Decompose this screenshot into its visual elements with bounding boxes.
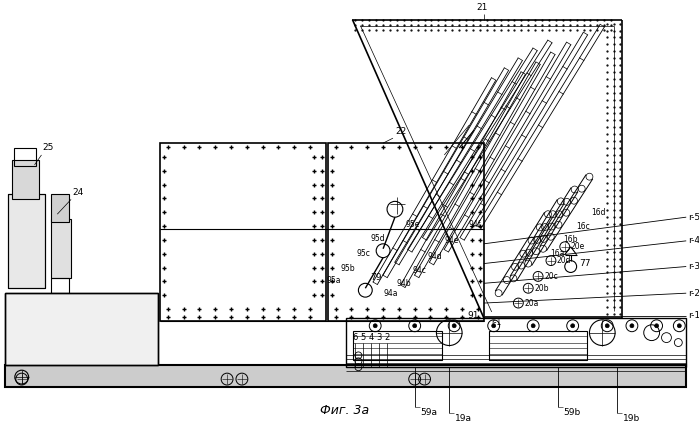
Text: 19b: 19b bbox=[623, 414, 640, 422]
Text: 94d: 94d bbox=[428, 252, 442, 261]
Bar bbox=[345, 318, 686, 367]
Circle shape bbox=[491, 324, 496, 328]
Text: 94c: 94c bbox=[412, 266, 426, 275]
Text: 19a: 19a bbox=[455, 414, 472, 422]
Text: 77: 77 bbox=[579, 259, 591, 268]
Text: Фиг. 3а: Фиг. 3а bbox=[320, 404, 369, 416]
Text: 20c: 20c bbox=[544, 272, 558, 281]
Bar bbox=[51, 195, 69, 222]
Circle shape bbox=[570, 324, 575, 328]
Text: 16c: 16c bbox=[577, 222, 591, 231]
Circle shape bbox=[605, 324, 610, 328]
Text: 24: 24 bbox=[72, 188, 83, 198]
Text: 20b: 20b bbox=[534, 284, 549, 293]
Text: 5: 5 bbox=[361, 333, 366, 342]
Bar bbox=[328, 143, 484, 321]
Circle shape bbox=[655, 324, 658, 328]
Text: r-3: r-3 bbox=[689, 262, 699, 271]
Text: 3: 3 bbox=[377, 333, 382, 342]
Text: 95e: 95e bbox=[405, 220, 419, 229]
Text: 16b: 16b bbox=[563, 235, 577, 244]
Text: 59a: 59a bbox=[421, 408, 438, 417]
Text: 79: 79 bbox=[370, 273, 382, 283]
Bar bbox=[12, 160, 40, 199]
Text: 16a: 16a bbox=[550, 249, 564, 258]
Bar bbox=[14, 148, 36, 166]
Bar bbox=[5, 293, 158, 365]
Text: 20e: 20e bbox=[570, 242, 585, 251]
Bar bbox=[8, 195, 45, 288]
Bar bbox=[51, 219, 71, 278]
Circle shape bbox=[412, 324, 417, 328]
Text: 94a: 94a bbox=[384, 289, 398, 298]
Bar bbox=[5, 365, 686, 387]
Text: 94f: 94f bbox=[468, 220, 481, 229]
Text: 95d: 95d bbox=[370, 234, 385, 244]
Text: r-1: r-1 bbox=[491, 318, 502, 327]
Text: 16d: 16d bbox=[591, 208, 606, 217]
Text: 21: 21 bbox=[476, 3, 487, 12]
Text: 95b: 95b bbox=[341, 264, 356, 273]
Bar bbox=[160, 143, 326, 321]
Bar bbox=[51, 278, 69, 293]
Bar bbox=[8, 195, 45, 288]
Text: 6: 6 bbox=[353, 333, 358, 342]
Text: 25: 25 bbox=[43, 143, 54, 152]
Text: 22: 22 bbox=[395, 127, 406, 136]
Text: 20d: 20d bbox=[557, 256, 571, 265]
Text: 91: 91 bbox=[468, 312, 479, 320]
Circle shape bbox=[531, 324, 535, 328]
Text: 59b: 59b bbox=[564, 408, 581, 417]
Bar bbox=[489, 331, 587, 360]
Text: r-4: r-4 bbox=[689, 236, 699, 245]
Bar bbox=[5, 365, 686, 387]
Text: 95a: 95a bbox=[326, 276, 340, 285]
Bar bbox=[5, 293, 158, 365]
Text: 2: 2 bbox=[384, 333, 389, 342]
Bar bbox=[354, 331, 442, 360]
Circle shape bbox=[452, 324, 456, 328]
Text: r-1: r-1 bbox=[689, 312, 699, 320]
Text: r-2: r-2 bbox=[689, 289, 699, 298]
Circle shape bbox=[630, 324, 634, 328]
Circle shape bbox=[677, 324, 682, 328]
Text: 20a: 20a bbox=[524, 298, 539, 308]
Text: 95c: 95c bbox=[356, 249, 370, 258]
Text: 4: 4 bbox=[368, 333, 374, 342]
Text: 94b: 94b bbox=[396, 279, 411, 288]
Circle shape bbox=[373, 324, 377, 328]
Text: r-5: r-5 bbox=[689, 212, 699, 222]
Text: 94e: 94e bbox=[445, 236, 459, 245]
